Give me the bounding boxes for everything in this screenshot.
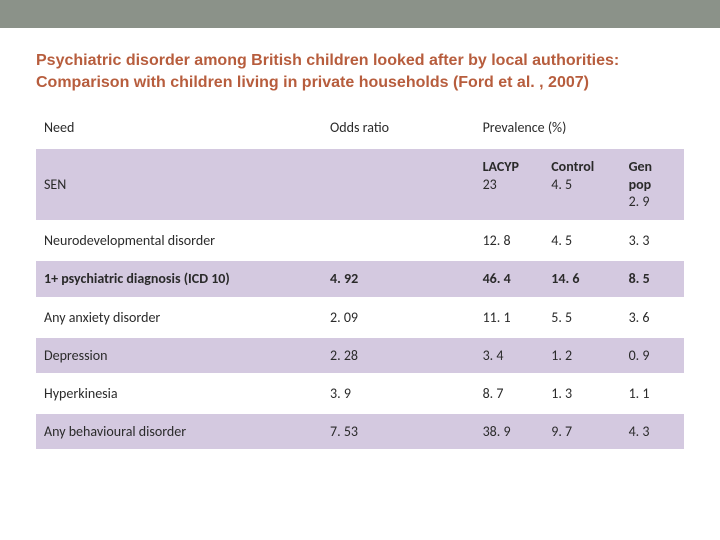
cell-genpop: 3. 3 <box>621 221 684 260</box>
group-label-genpop: Gen pop <box>629 158 652 193</box>
cell-genpop: 0. 9 <box>621 336 684 374</box>
cell-need: SEN <box>36 148 322 222</box>
cell-genpop: Gen pop 2. 9 <box>621 148 684 222</box>
cell-need: Hyperkinesia <box>36 374 322 412</box>
cell-value: 23 <box>483 176 497 193</box>
cell-lacyp: 46. 4 <box>475 260 544 299</box>
table-row: Any anxiety disorder 2. 09 11. 1 5. 5 3.… <box>36 298 684 336</box>
cell-control: Control 4. 5 <box>543 148 620 222</box>
cell-value: 2. 9 <box>629 193 650 210</box>
table-header-row: Need Odds ratio Prevalence (%) <box>36 115 684 148</box>
group-label-lacyp: LACYP <box>483 158 519 175</box>
cell-control: 1. 2 <box>543 336 620 374</box>
cell-control: 14. 6 <box>543 260 620 299</box>
cell-lacyp: 38. 9 <box>475 412 544 451</box>
table-row: Depression 2. 28 3. 4 1. 2 0. 9 <box>36 336 684 374</box>
cell-genpop: 1. 1 <box>621 374 684 412</box>
cell-genpop: 4. 3 <box>621 412 684 451</box>
cell-lacyp: 11. 1 <box>475 298 544 336</box>
table-row: Neurodevelopmental disorder 12. 8 4. 5 3… <box>36 221 684 260</box>
cell-odds: 7. 53 <box>322 412 475 451</box>
cell-value: 4. 5 <box>551 176 572 193</box>
cell-need: Neurodevelopmental disorder <box>36 221 322 260</box>
cell-odds <box>322 221 475 260</box>
col-header-prevalence: Prevalence (%) <box>475 115 684 148</box>
table-row: Any behavioural disorder 7. 53 38. 9 9. … <box>36 412 684 451</box>
cell-lacyp: 8. 7 <box>475 374 544 412</box>
decorative-top-bar <box>0 0 720 28</box>
cell-need: 1+ psychiatric diagnosis (ICD 10) <box>36 260 322 299</box>
cell-lacyp: 12. 8 <box>475 221 544 260</box>
cell-need: Any behavioural disorder <box>36 412 322 451</box>
cell-control: 5. 5 <box>543 298 620 336</box>
cell-control: 4. 5 <box>543 221 620 260</box>
cell-genpop: 3. 6 <box>621 298 684 336</box>
cell-genpop: 8. 5 <box>621 260 684 299</box>
cell-lacyp: LACYP 23 <box>475 148 544 222</box>
col-header-need: Need <box>36 115 322 148</box>
cell-need: Any anxiety disorder <box>36 298 322 336</box>
cell-odds: 2. 28 <box>322 336 475 374</box>
cell-lacyp: 3. 4 <box>475 336 544 374</box>
slide-title: Psychiatric disorder among British child… <box>36 50 684 93</box>
table-row: SEN LACYP 23 Control 4. 5 Gen pop 2. 9 <box>36 148 684 222</box>
table-row: 1+ psychiatric diagnosis (ICD 10) 4. 92 … <box>36 260 684 299</box>
cell-control: 9. 7 <box>543 412 620 451</box>
cell-odds: 4. 92 <box>322 260 475 299</box>
table-row: Hyperkinesia 3. 9 8. 7 1. 3 1. 1 <box>36 374 684 412</box>
cell-control: 1. 3 <box>543 374 620 412</box>
cell-odds <box>322 148 475 222</box>
slide-content: Psychiatric disorder among British child… <box>0 28 720 464</box>
data-table: Need Odds ratio Prevalence (%) SEN LACYP… <box>36 115 684 452</box>
group-label-control: Control <box>551 158 594 175</box>
cell-odds: 2. 09 <box>322 298 475 336</box>
cell-need: Depression <box>36 336 322 374</box>
col-header-odds: Odds ratio <box>322 115 475 148</box>
cell-odds: 3. 9 <box>322 374 475 412</box>
